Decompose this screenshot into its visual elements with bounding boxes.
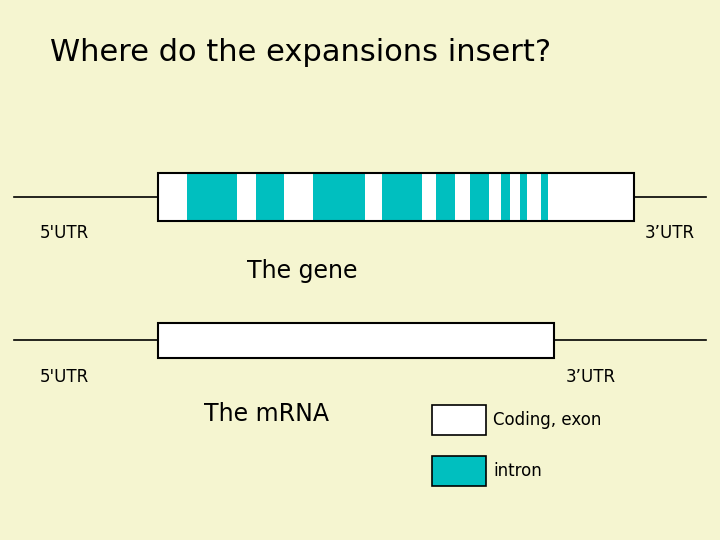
Bar: [432, 405, 486, 435]
Bar: [422, 173, 436, 221]
Bar: [256, 173, 284, 221]
Text: The gene: The gene: [247, 259, 358, 283]
Text: Where do the expansions insert?: Where do the expansions insert?: [50, 38, 552, 67]
Bar: [500, 173, 510, 221]
Bar: [158, 173, 634, 221]
Text: The mRNA: The mRNA: [204, 402, 329, 426]
Text: 3’UTR: 3’UTR: [565, 368, 616, 386]
Bar: [527, 173, 541, 221]
Bar: [510, 173, 520, 221]
Bar: [237, 173, 256, 221]
Bar: [158, 173, 187, 221]
Bar: [436, 173, 455, 221]
Text: Coding, exon: Coding, exon: [493, 411, 602, 429]
Bar: [158, 322, 554, 357]
Text: intron: intron: [493, 462, 542, 481]
Text: 3’UTR: 3’UTR: [644, 224, 695, 242]
Bar: [520, 173, 527, 221]
Bar: [489, 173, 500, 221]
Bar: [284, 173, 313, 221]
Bar: [365, 173, 382, 221]
Bar: [432, 456, 486, 486]
Text: 5'UTR: 5'UTR: [40, 368, 89, 386]
Bar: [456, 173, 469, 221]
Bar: [187, 173, 237, 221]
Bar: [548, 173, 634, 221]
Bar: [541, 173, 548, 221]
Bar: [469, 173, 489, 221]
Bar: [382, 173, 422, 221]
Bar: [312, 173, 365, 221]
Text: 5'UTR: 5'UTR: [40, 224, 89, 242]
